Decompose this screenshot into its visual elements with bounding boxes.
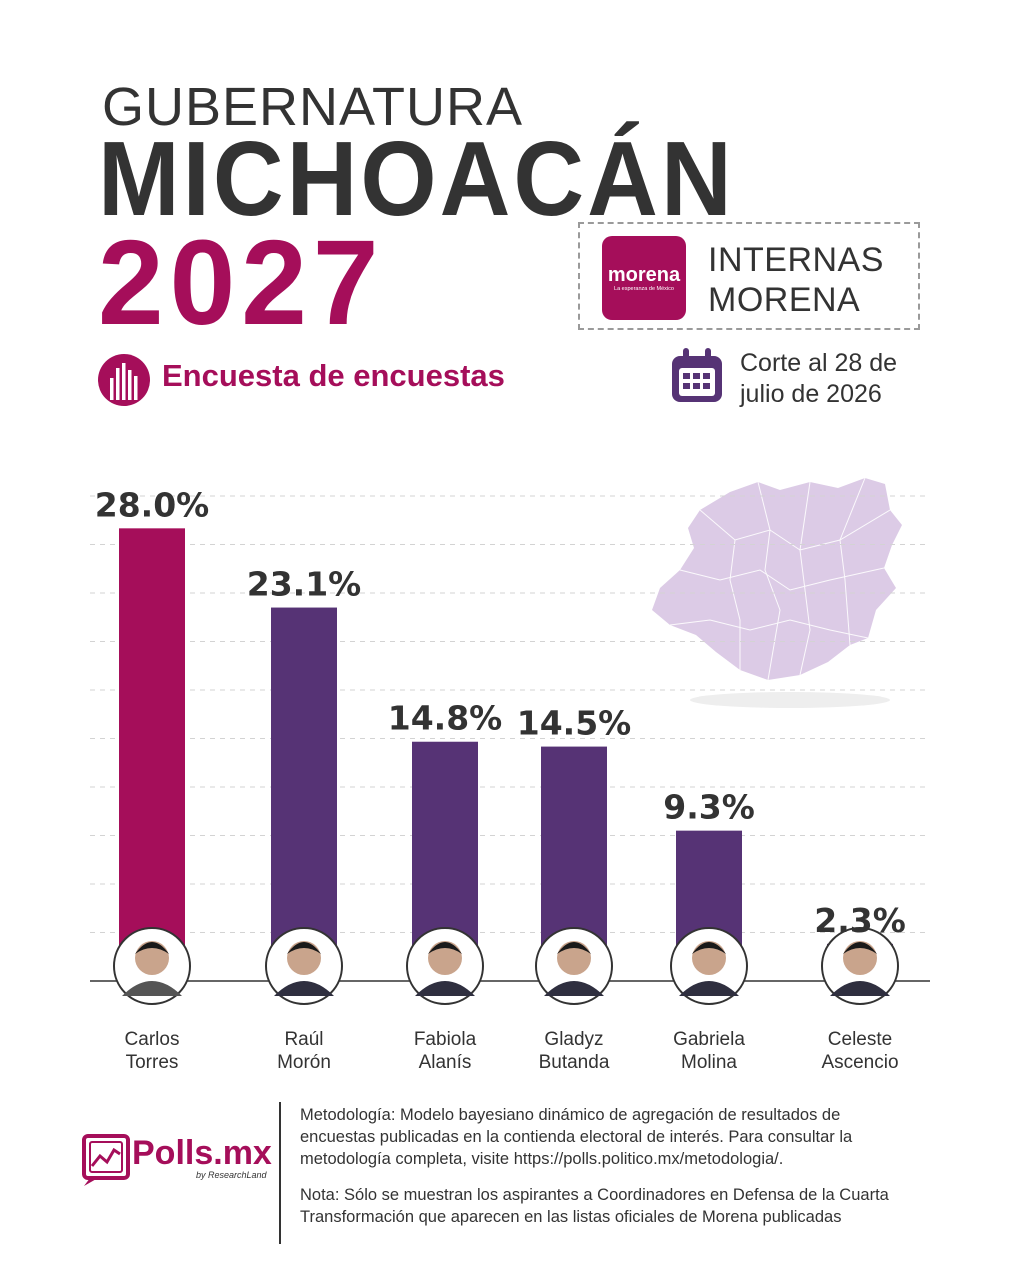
pollsmx-brand-sub: by ResearchLand (196, 1170, 267, 1180)
michoacan-map (652, 477, 902, 708)
cutoff-date: Corte al 28 de julio de 2026 (740, 348, 897, 410)
candidate-avatar (113, 927, 191, 1005)
bar (119, 528, 185, 981)
bar-value-label: 9.3% (663, 788, 755, 827)
bar (271, 607, 337, 981)
bar (541, 746, 607, 981)
bar-value-label: 14.8% (388, 699, 503, 738)
candidate-avatar (265, 927, 343, 1005)
bar-value-label: 28.0% (95, 485, 210, 524)
candidate-avatar (535, 927, 613, 1005)
pollsmx-brand: Polls.mx (132, 1134, 272, 1172)
survey-label: Encuesta de encuestas (162, 358, 505, 393)
category-label: Ascencio (821, 1052, 898, 1073)
party-badge-text: INTERNAS MORENA (708, 240, 884, 320)
category-label: Carlos (125, 1029, 180, 1050)
party-badge: morena La esperanza de México INTERNAS M… (578, 222, 920, 330)
calendar-icon (672, 348, 722, 402)
pollsmx-logo-icon (82, 1134, 130, 1186)
candidate-avatar (670, 927, 748, 1005)
party-badge-line1: INTERNAS (708, 241, 884, 279)
footer-divider (279, 1102, 281, 1244)
candidate-avatar (821, 927, 899, 1005)
candidate-avatar (406, 927, 484, 1005)
category-label: Gladyz (544, 1029, 603, 1050)
party-badge-line2: MORENA (708, 281, 861, 319)
bar (827, 943, 893, 981)
morena-logo-tagline: La esperanza de México (614, 285, 674, 292)
morena-logo: morena La esperanza de México (602, 236, 686, 320)
page-title: MICHOACÁN (98, 119, 735, 238)
bar (676, 830, 742, 981)
category-label: Alanís (419, 1052, 472, 1073)
category-label: Molina (681, 1052, 737, 1073)
category-label: Fabiola (414, 1029, 477, 1050)
bar (412, 741, 478, 981)
bar-chart-icon (98, 354, 150, 406)
methodology-text: Metodología: Modelo bayesiano dinámico d… (300, 1106, 853, 1168)
category-label: Gabriela (673, 1029, 745, 1050)
category-label: Celeste (828, 1029, 892, 1050)
category-label: Raúl (284, 1029, 323, 1050)
bar-value-label: 23.1% (247, 565, 362, 604)
bar-value-label: 14.5% (517, 704, 632, 743)
cutoff-line2: julio de 2026 (740, 380, 882, 408)
note-text: Nota: Sólo se muestran los aspirantes a … (300, 1186, 889, 1226)
bar-value-label: 2.3% (814, 901, 906, 940)
category-label: Morón (277, 1052, 331, 1073)
page-year: 2027 (98, 216, 385, 351)
morena-logo-name: morena (607, 263, 681, 286)
category-label: Torres (126, 1052, 179, 1073)
cutoff-line1: Corte al 28 de (740, 349, 898, 377)
category-label: Butanda (539, 1052, 610, 1073)
candidate-avatars (113, 927, 899, 1005)
page-subtitle: GUBERNATURA (102, 77, 524, 137)
